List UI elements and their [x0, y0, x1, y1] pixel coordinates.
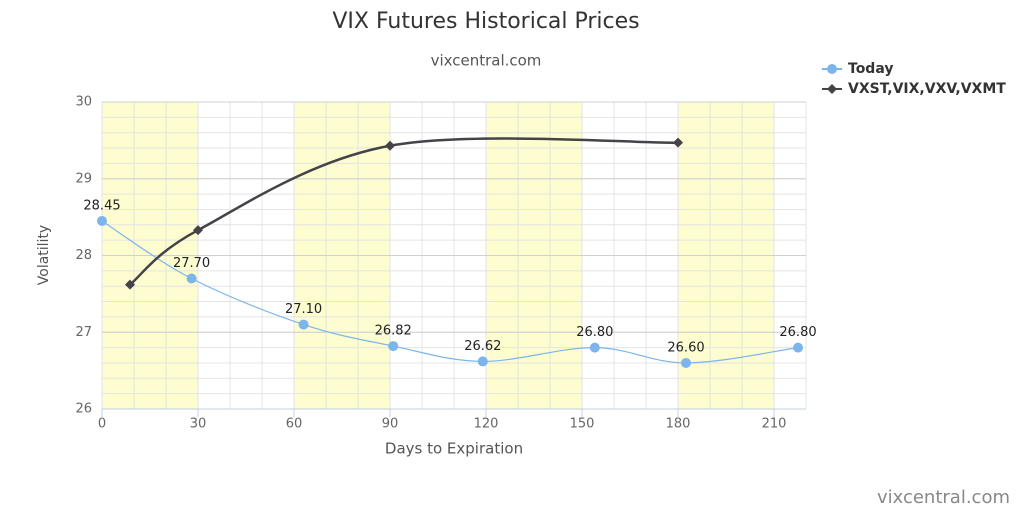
x-tick-label: 60 [286, 417, 303, 432]
y-tick-label: 27 [75, 325, 92, 340]
data-label: 26.62 [464, 339, 501, 354]
marker [125, 279, 135, 290]
marker [681, 357, 691, 368]
data-label: 27.70 [173, 256, 210, 271]
x-tick-label: 90 [382, 417, 399, 432]
data-label: 26.82 [375, 324, 412, 339]
x-tick-label: 180 [666, 417, 691, 432]
data-label: 26.60 [667, 340, 704, 355]
y-tick-label: 26 [75, 402, 92, 417]
marker [97, 215, 107, 226]
data-label: 26.80 [576, 325, 613, 340]
marker [193, 225, 203, 236]
x-tick-label: 30 [190, 417, 207, 432]
chart-subtitle: vixcentral.com [431, 52, 542, 70]
legend-marker [827, 64, 837, 74]
y-axis-title: Volatility [36, 225, 52, 285]
legend-label[interactable]: Today [848, 61, 893, 77]
marker [673, 137, 683, 148]
marker [298, 319, 309, 330]
marker [186, 273, 197, 284]
x-tick-label: 0 [98, 417, 106, 432]
legend-marker [827, 84, 837, 94]
series-line [101, 220, 799, 364]
watermark: vixcentral.com [877, 487, 1010, 508]
data-label: 26.80 [779, 325, 816, 340]
marker [388, 341, 399, 352]
y-tick-label: 29 [75, 171, 92, 186]
marker [385, 140, 395, 151]
marker [477, 356, 488, 367]
x-tick-label: 210 [762, 417, 787, 432]
x-tick-label: 120 [474, 417, 499, 432]
legend-label[interactable]: VXST,VIX,VXV,VXMT [848, 81, 1006, 97]
y-tick-label: 28 [75, 248, 92, 263]
chart-title: VIX Futures Historical Prices [332, 9, 639, 34]
x-tick-label: 150 [570, 417, 595, 432]
x-axis-title: Days to Expiration [385, 440, 523, 458]
marker [793, 342, 803, 353]
data-label: 27.10 [285, 302, 322, 317]
data-label: 28.45 [83, 198, 120, 213]
series-line [129, 137, 679, 286]
y-tick-label: 30 [75, 95, 92, 110]
marker [589, 342, 600, 353]
